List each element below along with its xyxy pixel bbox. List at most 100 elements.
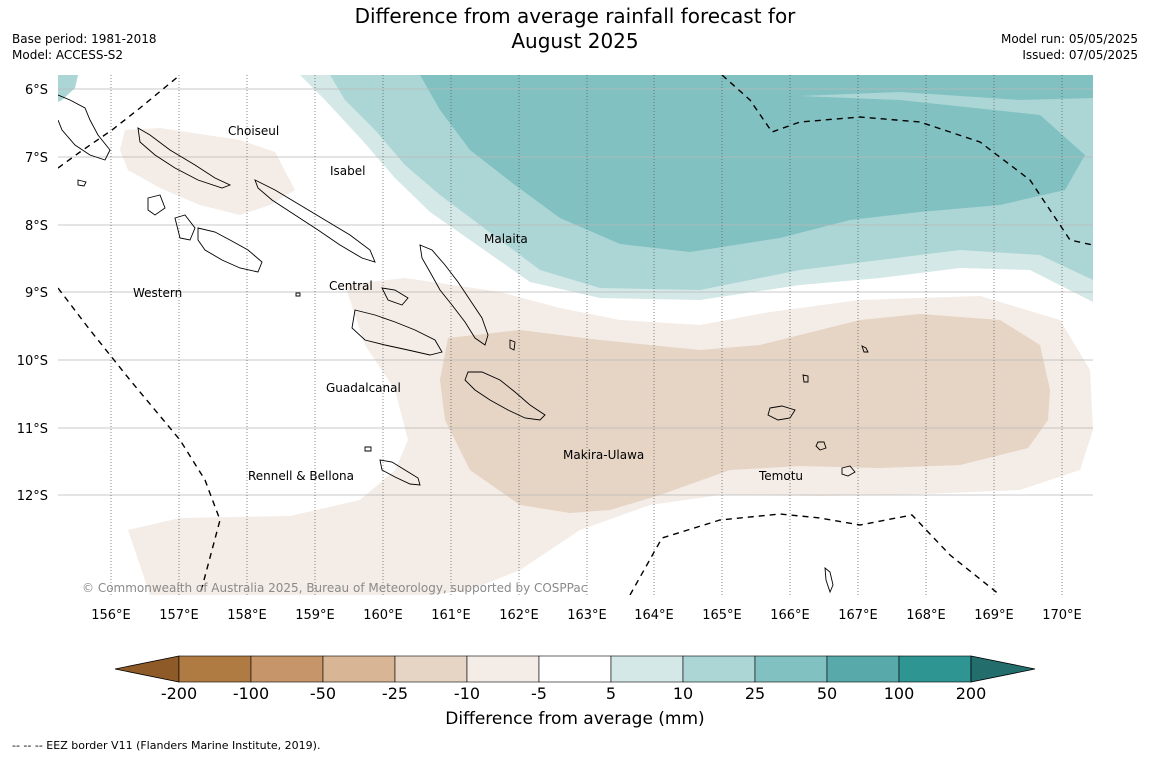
lon-label: 170°E (1042, 608, 1082, 623)
lat-label: 12°S (17, 489, 48, 504)
eez-borders (58, 75, 1093, 595)
lon-label: 159°E (295, 608, 335, 623)
title-line-2: August 2025 (511, 29, 639, 53)
coastlines (58, 94, 869, 594)
region-label: Choiseul (228, 124, 279, 138)
model-text: Model: ACCESS-S2 (12, 48, 124, 62)
region-label: Makira-Ulawa (563, 448, 644, 462)
colorbar-tick-label: 10 (672, 684, 694, 703)
meta-right: Model run: 05/05/2025 Issued: 07/05/2025 (1001, 31, 1138, 63)
utupua-island (841, 465, 856, 477)
colorbar-segment (754, 655, 828, 683)
reef-islands (802, 374, 809, 383)
region-label: Malaita (484, 232, 528, 246)
map-area: Choiseul Isabel Malaita Central Western … (58, 75, 1093, 595)
lon-label: 160°E (363, 608, 403, 623)
colorbar-title: Difference from average (mm) (445, 709, 705, 729)
region-label: Isabel (330, 164, 365, 178)
isabel-island (254, 179, 376, 263)
colorbar-tick-label: 5 (605, 684, 617, 703)
vanikoro-island (815, 441, 827, 451)
lon-label: 158°E (227, 608, 267, 623)
lat-label: 6°S (25, 83, 48, 98)
region-label: Temotu (758, 469, 803, 483)
colorbar-segment (610, 655, 684, 683)
region-label: Western (133, 286, 182, 300)
lat-label: 7°S (25, 151, 48, 166)
lat-label: 9°S (25, 286, 48, 301)
longitude-labels: 156°E 157°E 158°E 159°E 160°E 161°E 162°… (91, 608, 1082, 623)
lon-label: 167°E (838, 608, 878, 623)
contour-50-100mm (420, 75, 1093, 95)
lon-label: 156°E (91, 608, 131, 623)
colorbar-segment (466, 655, 540, 683)
region-label: Central (329, 279, 373, 293)
base-period-text: Base period: 1981-2018 (12, 32, 157, 46)
choiseul-island (137, 127, 232, 189)
lat-label: 11°S (17, 422, 48, 437)
region-label: Rennell & Bellona (248, 469, 354, 483)
lon-label: 165°E (702, 608, 742, 623)
contour-minus10-minus25mm (440, 314, 1050, 513)
lon-label: 169°E (974, 608, 1014, 623)
copyright-text: © Commonwealth of Australia 2025, Bureau… (82, 581, 587, 595)
colorbar-tick-label: 25 (744, 684, 766, 703)
santa-cruz-island (767, 405, 796, 421)
colorbar-tick-label: -200 (160, 684, 198, 703)
colorbar-tick-label: 200 (955, 684, 987, 703)
colorbar-segment (394, 655, 468, 683)
malaita-island (419, 244, 489, 346)
latitude-labels: 6°S 7°S 8°S 9°S 10°S 11°S 12°S (17, 83, 48, 504)
colorbar-tick-label: -100 (232, 684, 270, 703)
contour-25-50mm (420, 75, 1093, 252)
issued-text: Issued: 07/05/2025 (1022, 48, 1138, 62)
lon-label: 162°E (499, 608, 539, 623)
colorbar-tick-label: -10 (453, 684, 481, 703)
contour-minus5-minus10mm (120, 128, 295, 215)
map-title: Difference from average rainfall forecas… (0, 4, 1150, 54)
title-line-1: Difference from average rainfall forecas… (354, 4, 796, 28)
florida-islands (381, 287, 409, 306)
colorbar-segment (682, 655, 756, 683)
shortland-islands (77, 179, 87, 187)
kolombangara-group (197, 227, 263, 273)
guadalcanal-island (351, 309, 443, 356)
lat-label: 10°S (17, 354, 48, 369)
region-label: Guadalcanal (326, 381, 401, 395)
colorbar (114, 655, 1036, 683)
colorbar-segment (322, 655, 396, 683)
lat-label: 8°S (25, 219, 48, 234)
colorbar-extend-low (114, 655, 180, 683)
lon-label: 164°E (634, 608, 674, 623)
colorbar-tick-label: 50 (816, 684, 838, 703)
lon-label: 161°E (431, 608, 471, 623)
lon-label: 163°E (567, 608, 607, 623)
contour-teal-lowerleft (58, 75, 78, 102)
colorbar-segment (178, 655, 252, 683)
footer-note: -- -- -- EEZ border V11 (Flanders Marine… (12, 739, 321, 752)
lon-label: 168°E (906, 608, 946, 623)
colorbar-extend-high (970, 655, 1036, 683)
colorbar-segment (826, 655, 900, 683)
colorbar-tick-label: -5 (531, 684, 547, 703)
new-georgia-island (174, 214, 196, 241)
meta-left: Base period: 1981-2018 Model: ACCESS-S2 (12, 31, 157, 63)
lon-label: 166°E (770, 608, 810, 623)
rennell-island (379, 459, 421, 486)
bougainville-island (58, 94, 111, 161)
colorbar-segment (538, 655, 612, 683)
vanuatu-islands (824, 566, 834, 594)
colorbar-tick-label: -50 (309, 684, 337, 703)
vella-lavella-island (147, 194, 166, 216)
lon-label: 157°E (159, 608, 199, 623)
colorbar-segment (250, 655, 324, 683)
duff-islands (861, 345, 869, 353)
latitude-gridlines (58, 88, 1093, 496)
colorbar-segment (898, 655, 972, 683)
model-run-text: Model run: 05/05/2025 (1000, 32, 1138, 46)
colorbar-tick-label: -25 (381, 684, 409, 703)
small-islets (295, 292, 516, 452)
region-labels: Choiseul Isabel Malaita Central Western … (133, 124, 803, 483)
makira-island (464, 371, 546, 421)
